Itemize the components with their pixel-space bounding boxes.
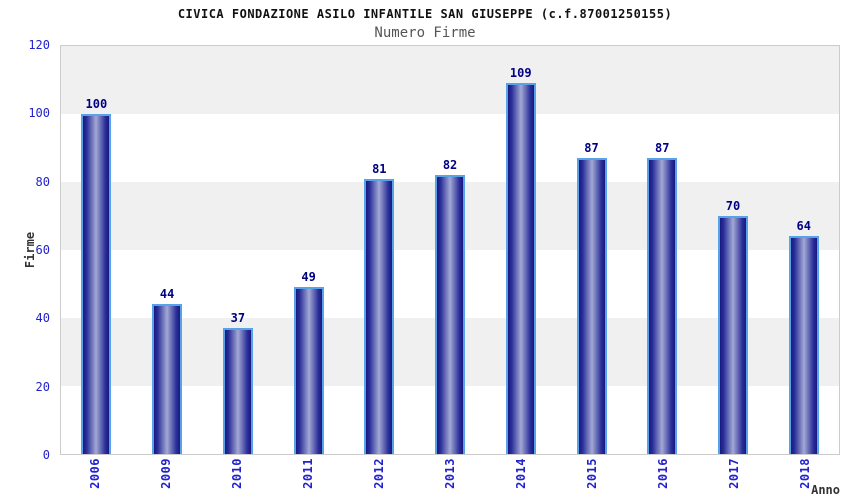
x-tick-cell: 2017 [698, 458, 769, 500]
bar-2011 [293, 287, 324, 454]
y-axis-label: Firme [23, 231, 37, 269]
x-tick-cell: 2015 [556, 458, 627, 500]
bar-2006 [81, 114, 112, 454]
y-tick-label: 80 [35, 174, 50, 189]
chart-subtitle: Numero Firme [374, 25, 476, 41]
x-tick-cell: 2013 [415, 458, 486, 500]
bar-value-label: 81 [372, 161, 387, 176]
y-axis-ticks: 0 20 40 60 80 100 120 [0, 39, 50, 461]
y-tick-label: 60 [35, 243, 50, 257]
bar-value-label: 87 [655, 141, 670, 156]
bars-container: 100 44 37 49 81 82 109 87 87 70 64 [61, 46, 839, 454]
plot-area: 100 44 37 49 81 82 109 87 87 70 64 [60, 45, 840, 455]
bar-slot-2011: 49 [273, 46, 344, 454]
y-tick-label: 0 [42, 448, 50, 462]
x-tick-label: 2017 [726, 458, 741, 489]
bar-value-label: 37 [230, 311, 246, 326]
bar-2014 [505, 83, 536, 454]
x-tick-label: 2013 [442, 458, 457, 489]
bar-value-label: 82 [442, 158, 458, 173]
chart-title: CIVICA FONDAZIONE ASILO INFANTILE SAN GI… [177, 7, 673, 21]
y-tick-label: 20 [35, 379, 50, 394]
bar-value-label: 49 [301, 270, 316, 285]
x-tick-cell: 2010 [202, 458, 273, 500]
bar-slot-2013: 82 [415, 46, 486, 454]
bar-slot-2006: 100 [61, 46, 132, 454]
bar-2012 [364, 178, 395, 454]
bar-2015 [576, 158, 607, 454]
x-tick-label: 2018 [797, 458, 812, 489]
x-tick-label: 2016 [655, 458, 670, 489]
bar-slot-2012: 81 [344, 46, 415, 454]
bar-slot-2010: 37 [202, 46, 273, 454]
x-tick-cell: 2012 [344, 458, 415, 500]
bar-2010 [222, 328, 253, 454]
x-tick-label: 2014 [513, 458, 528, 489]
x-tick-label: 2010 [230, 458, 245, 489]
bar-slot-2018: 64 [768, 46, 839, 454]
y-tick-label: 100 [28, 106, 50, 121]
bar-value-label: 64 [796, 219, 811, 234]
y-tick-label: 120 [28, 38, 50, 52]
bar-value-label: 100 [85, 97, 108, 111]
bar-2013 [435, 175, 466, 454]
x-tick-cell: 2009 [131, 458, 202, 500]
x-axis-label: Anno [811, 483, 840, 497]
bar-2017 [717, 216, 748, 454]
y-tick-label: 40 [35, 311, 50, 326]
bar-2016 [647, 158, 678, 454]
x-tick-cell: 2016 [627, 458, 698, 500]
bar-value-label: 70 [725, 199, 741, 214]
x-tick-label: 2011 [301, 458, 316, 489]
bar-value-label: 109 [509, 66, 532, 81]
x-tick-label: 2015 [584, 458, 599, 489]
bar-slot-2009: 44 [132, 46, 203, 454]
bar-slot-2016: 87 [627, 46, 698, 454]
x-tick-label: 2012 [372, 458, 387, 489]
bar-slot-2017: 70 [698, 46, 769, 454]
x-tick-label: 2009 [159, 458, 174, 489]
bar-value-label: 44 [159, 287, 175, 302]
x-tick-label: 2006 [88, 458, 103, 489]
bar-slot-2015: 87 [556, 46, 627, 454]
x-tick-cell: 2006 [60, 458, 131, 500]
bar-slot-2014: 109 [485, 46, 556, 454]
bar-2018 [788, 236, 819, 454]
x-tick-cell: 2014 [485, 458, 556, 500]
x-axis-ticks: 2006 2009 2010 2011 2012 2013 2014 2015 2016 2017… [60, 458, 840, 500]
bar-value-label: 87 [584, 141, 599, 156]
bar-2009 [152, 304, 183, 454]
x-tick-cell: 2011 [273, 458, 344, 500]
